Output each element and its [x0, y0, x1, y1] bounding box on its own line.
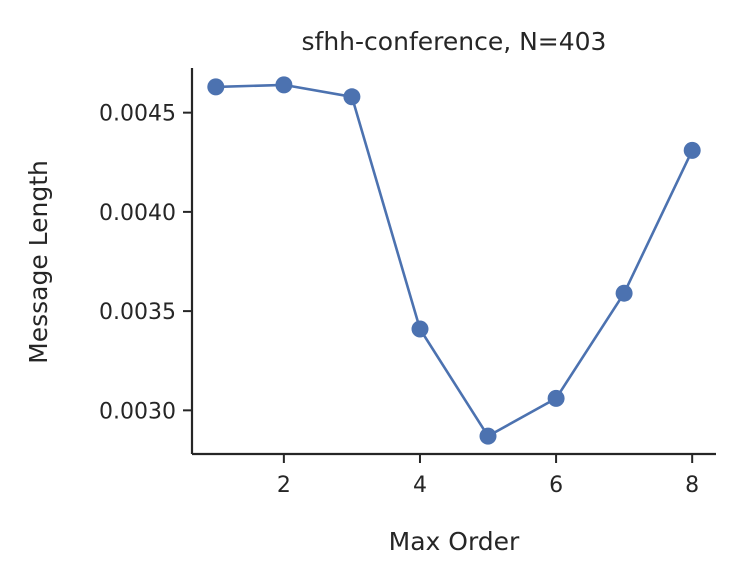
y-tick-label: 0.0045 — [99, 102, 176, 127]
data-point — [411, 320, 429, 338]
x-axis-title: Max Order — [389, 527, 520, 556]
data-point — [275, 76, 293, 94]
chart-title: sfhh-conference, N=403 — [302, 27, 607, 56]
y-tick-label: 0.0035 — [99, 300, 176, 325]
series-group — [207, 76, 701, 445]
x-tick-label: 4 — [413, 473, 427, 498]
y-tick-label: 0.0030 — [99, 399, 176, 424]
data-point — [547, 389, 565, 407]
data-point — [479, 427, 497, 445]
series-line — [215, 83, 694, 438]
x-tick-label: 6 — [549, 473, 563, 498]
data-point — [615, 284, 633, 302]
x-ticks: 2 4 6 8 — [277, 454, 699, 498]
data-point — [207, 78, 225, 96]
y-axis-title: Message Length — [24, 160, 53, 364]
x-tick-label: 2 — [277, 473, 291, 498]
y-tick-label: 0.0040 — [99, 201, 176, 226]
data-point — [683, 141, 701, 159]
axes — [190, 68, 716, 456]
x-tick-label: 8 — [685, 473, 699, 498]
y-ticks: 0.0030 0.0035 0.0040 0.0045 — [99, 102, 192, 424]
data-point — [343, 88, 361, 106]
